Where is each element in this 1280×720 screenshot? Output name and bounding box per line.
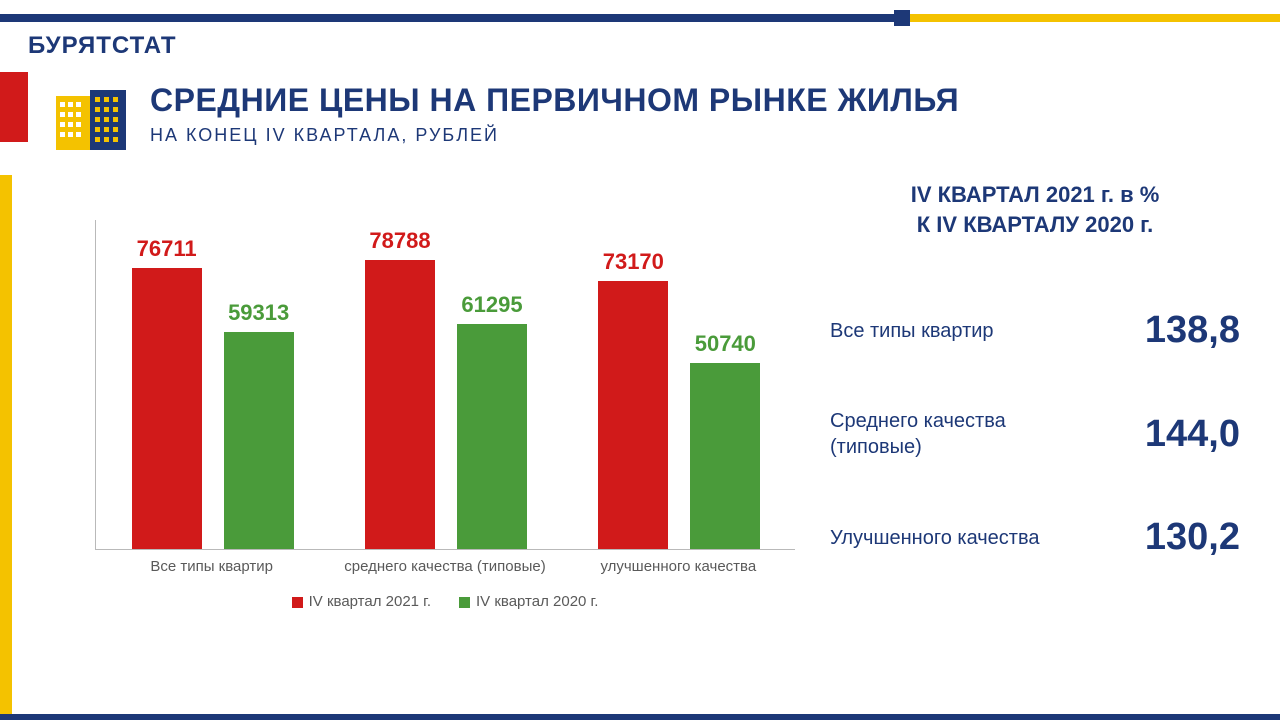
left-accent-red	[0, 72, 28, 142]
bar-value-label: 61295	[442, 292, 542, 318]
building-icon	[56, 90, 126, 150]
percent-row-value: 138,8	[1145, 309, 1240, 352]
bar-chart: 76711 59313 78788 61295 73170 50740 Все типы …	[95, 220, 795, 610]
legend-item: IV квартал 2021 г.	[292, 593, 431, 610]
bar	[457, 324, 527, 549]
bar-value-label: 76711	[117, 236, 217, 262]
brand-label: БУРЯТСТАТ	[28, 32, 177, 60]
chart-legend: IV квартал 2021 г. IV квартал 2020 г.	[95, 593, 795, 610]
percent-row: Улучшенного качества 130,2	[830, 516, 1240, 559]
bar	[690, 363, 760, 549]
x-axis-category: среднего качества (типовые)	[328, 558, 561, 575]
x-axis-category: Все типы квартир	[95, 558, 328, 575]
percent-row-label: Улучшенного качества	[830, 525, 1039, 551]
bottom-decor-line	[0, 714, 1280, 720]
bar	[365, 260, 435, 549]
bar	[224, 332, 294, 549]
page-title: СРЕДНИЕ ЦЕНЫ НА ПЕРВИЧНОМ РЫНКЕ ЖИЛЬЯ	[150, 82, 959, 119]
left-accent-yellow	[0, 175, 12, 720]
legend-item: IV квартал 2020 г.	[459, 593, 598, 610]
bar	[132, 268, 202, 549]
bar	[598, 281, 668, 549]
bar-value-label: 73170	[583, 249, 683, 275]
title-block: СРЕДНИЕ ЦЕНЫ НА ПЕРВИЧНОМ РЫНКЕ ЖИЛЬЯ НА…	[150, 82, 959, 146]
page-subtitle: НА КОНЕЦ IV КВАРТАЛА, РУБЛЕЙ	[150, 125, 959, 146]
percent-panel-title: IV КВАРТАЛ 2021 г. в % К IV КВАРТАЛУ 202…	[830, 180, 1240, 239]
percent-row-label: Все типы квартир	[830, 318, 994, 344]
percent-row: Среднего качества (типовые) 144,0	[830, 408, 1240, 460]
percent-row-value: 144,0	[1145, 413, 1240, 456]
percent-row-label: Среднего качества (типовые)	[830, 408, 1060, 460]
x-axis-category: улучшенного качества	[562, 558, 795, 575]
bar-value-label: 59313	[209, 300, 309, 326]
percent-row: Все типы квартир 138,8	[830, 309, 1240, 352]
bar-value-label: 78788	[350, 228, 450, 254]
top-decor-line	[0, 14, 1280, 22]
bar-value-label: 50740	[675, 331, 775, 357]
percent-panel: IV КВАРТАЛ 2021 г. в % К IV КВАРТАЛУ 202…	[830, 180, 1240, 559]
percent-row-value: 130,2	[1145, 516, 1240, 559]
